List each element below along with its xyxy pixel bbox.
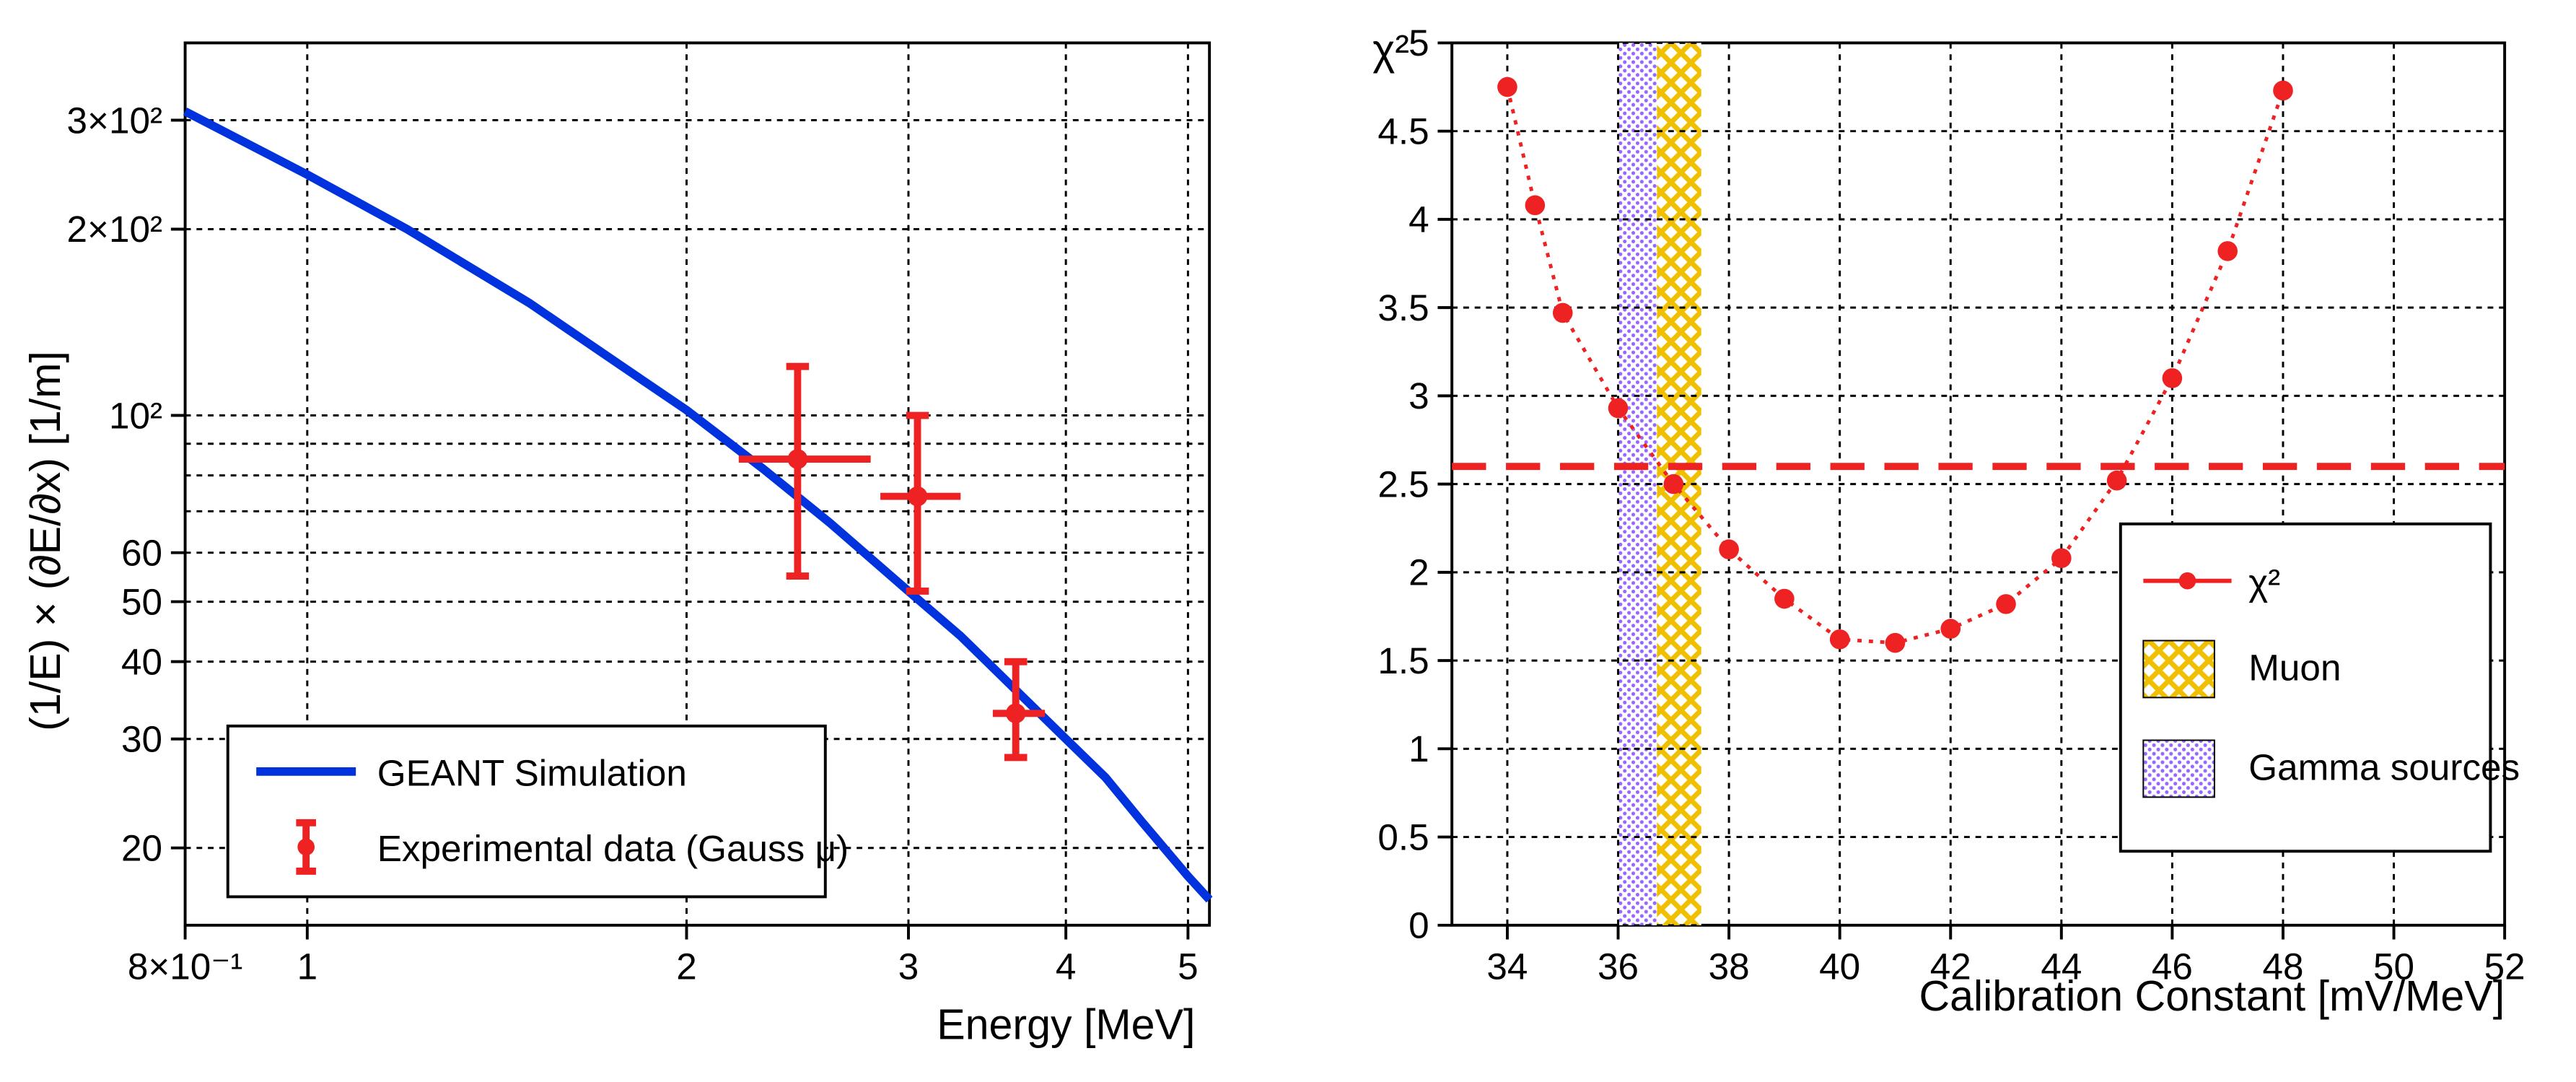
svg-text:0: 0 [1409, 905, 1429, 946]
left-xticks: 8×10⁻¹ 1 2 3 4 5 [128, 925, 1199, 987]
svg-text:4: 4 [1409, 199, 1429, 240]
svg-text:40: 40 [121, 641, 162, 682]
svg-text:34: 34 [1486, 946, 1528, 987]
right-legend: χ² Muon Gamma sources [2121, 524, 2520, 851]
legend-chi2-label: χ² [2248, 562, 2280, 603]
svg-text:8×10⁻¹: 8×10⁻¹ [128, 946, 243, 987]
legend-muon-swatch [2143, 640, 2214, 697]
svg-text:1.5: 1.5 [1377, 640, 1429, 681]
svg-text:5: 5 [1409, 22, 1429, 64]
svg-text:2×10²: 2×10² [67, 209, 163, 250]
svg-text:3: 3 [898, 946, 919, 987]
svg-text:40: 40 [1819, 946, 1860, 987]
svg-text:0.5: 0.5 [1377, 816, 1429, 858]
svg-text:38: 38 [1709, 946, 1750, 987]
svg-text:3.5: 3.5 [1377, 287, 1429, 328]
legend-muon-label: Muon [2248, 647, 2341, 689]
left-ylabel: (1/E) × (∂E/∂x) [1/m] [21, 351, 69, 731]
right-yticks: 0 0.5 1 1.5 2 2.5 3 3.5 4 4.5 5 [1377, 22, 1452, 946]
svg-text:4: 4 [1056, 946, 1077, 987]
svg-text:2: 2 [1409, 552, 1429, 593]
svg-text:1: 1 [1409, 728, 1429, 769]
svg-text:30: 30 [121, 719, 162, 760]
left-xlabel: Energy [MeV] [937, 1000, 1195, 1049]
left-legend: GEANT Simulation Experimental data (Gaus… [228, 726, 849, 897]
right-panel: χ² [1310, 14, 2562, 1068]
svg-text:5: 5 [1178, 946, 1199, 987]
svg-text:3: 3 [1409, 375, 1429, 416]
svg-text:4.5: 4.5 [1377, 110, 1429, 152]
figure-container: (1/E) × (∂E/∂x) [1/m] 8×10⁻¹12345 203040… [14, 14, 2562, 1068]
left-yticks: 20 30 40 50 60 10² 2×10² 3×10² [67, 100, 185, 868]
left-panel: (1/E) × (∂E/∂x) [1/m] 8×10⁻¹ 1 2 3 4 5 20 30 40… [14, 14, 1266, 1068]
svg-text:2.5: 2.5 [1377, 463, 1429, 505]
legend-gamma-label: Gamma sources [2248, 747, 2520, 788]
svg-text:20: 20 [121, 827, 162, 868]
right-xlabel: Calibration Constant [mV/MeV] [1919, 972, 2505, 1020]
svg-text:60: 60 [121, 532, 162, 573]
left-legend-box [228, 726, 825, 897]
legend-data-label: Experimental data (Gauss μ) [377, 828, 849, 869]
svg-text:10²: 10² [109, 395, 162, 436]
legend-sim-label: GEANT Simulation [377, 753, 687, 794]
svg-text:3×10²: 3×10² [67, 100, 163, 141]
svg-text:50: 50 [121, 581, 162, 622]
legend-gamma-swatch [2143, 741, 2214, 798]
svg-text:1: 1 [297, 946, 318, 987]
svg-text:2: 2 [676, 946, 697, 987]
left-chart-svg: (1/E) × (∂E/∂x) [1/m] 8×10⁻¹ 1 2 3 4 5 20 30 40… [14, 14, 1266, 1068]
right-chart-svg: χ² [1310, 14, 2562, 1068]
svg-text:36: 36 [1598, 946, 1639, 987]
right-ylabel: χ² [1372, 25, 1409, 74]
